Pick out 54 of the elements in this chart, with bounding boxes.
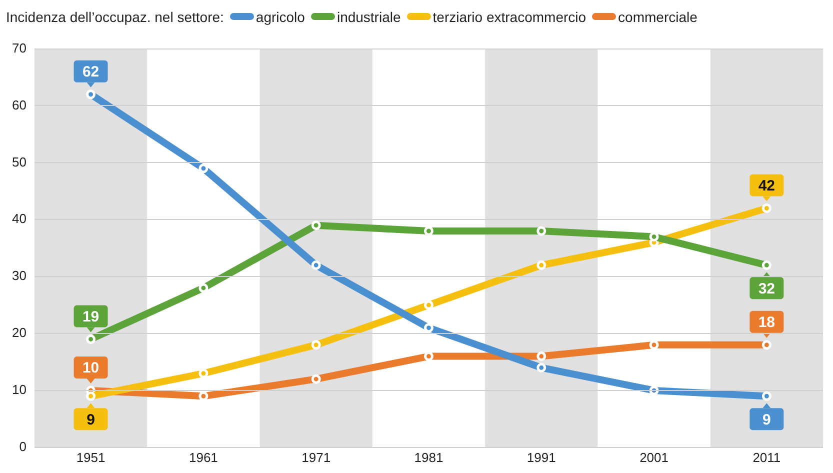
y-tick-label: 40: [12, 211, 26, 226]
x-tick-label: 1951: [76, 450, 106, 465]
x-tick-label: 1991: [526, 450, 556, 465]
legend-label: industriale: [336, 8, 401, 24]
x-tick-label: 1961: [188, 450, 218, 465]
point: [536, 260, 546, 270]
data-label: 10: [82, 360, 100, 377]
y-tick-label: 30: [12, 268, 26, 284]
point: [424, 352, 434, 362]
point: [198, 164, 208, 174]
data-label: 32: [758, 280, 776, 298]
point: [424, 323, 434, 333]
point: [424, 300, 434, 310]
point: [86, 334, 96, 344]
point: [649, 232, 659, 242]
data-label: 9: [86, 411, 95, 428]
point: [762, 203, 772, 213]
point: [762, 391, 772, 401]
x-tick-label: 2011: [752, 450, 781, 465]
point: [311, 340, 321, 350]
legend-label: commerciale: [618, 8, 698, 24]
point: [762, 340, 772, 350]
y-tick-label: 10: [12, 382, 26, 398]
point: [649, 340, 659, 350]
point: [86, 90, 96, 100]
data-label: 42: [758, 177, 776, 194]
point: [311, 374, 321, 384]
legend-label: agricolo: [256, 8, 305, 24]
legend-title: Incidenza dell’occupaz. nel settore:: [6, 8, 224, 24]
data-label: 18: [758, 314, 776, 332]
y-tick-label: 60: [12, 97, 26, 112]
point: [536, 226, 546, 236]
y-tick-label: 70: [12, 40, 26, 56]
point: [649, 386, 659, 396]
data-label: 19: [82, 308, 100, 326]
x-tick-label: 1971: [302, 450, 331, 465]
y-tick-label: 50: [12, 154, 26, 170]
point: [198, 391, 208, 401]
point: [86, 391, 96, 401]
point: [762, 260, 772, 270]
point: [311, 220, 321, 230]
point: [198, 368, 208, 378]
y-tick-label: 20: [12, 325, 26, 340]
legend-label: terziario extracommercio: [432, 8, 586, 24]
data-label: 62: [82, 63, 100, 80]
y-tick-label: 0: [19, 438, 26, 454]
point: [424, 226, 434, 236]
point: [536, 362, 546, 372]
x-tick-label: 2001: [640, 450, 668, 465]
data-label: 9: [762, 411, 771, 428]
point: [198, 283, 208, 293]
point: [311, 260, 321, 270]
x-tick-label: 1981: [414, 450, 444, 465]
point: [536, 352, 546, 362]
